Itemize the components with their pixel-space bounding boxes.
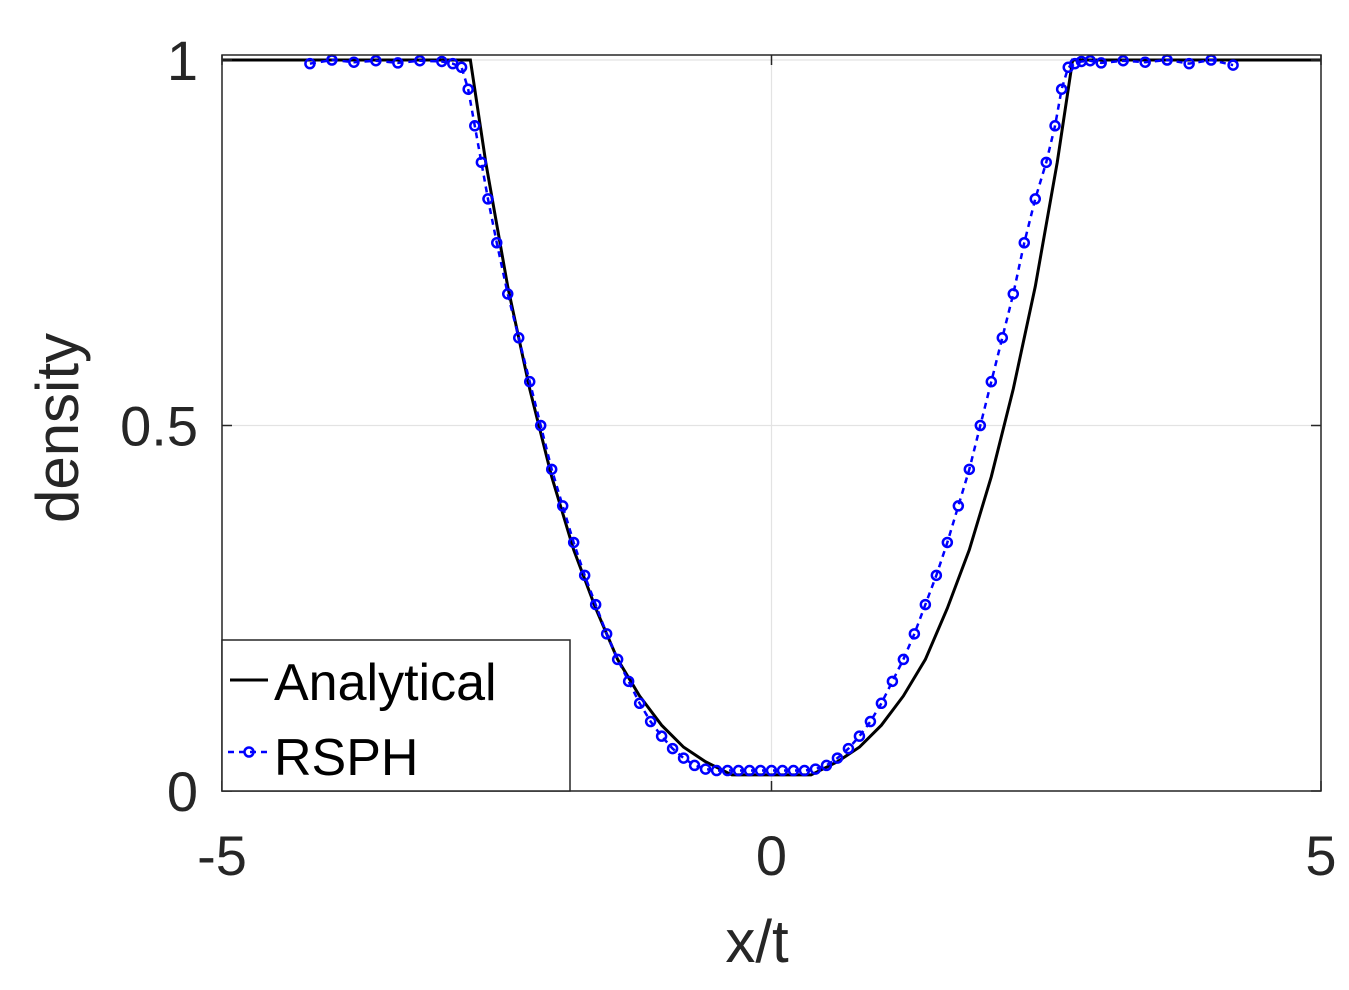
rsph-marker [501, 288, 514, 300]
legend-rsph-marker [243, 746, 255, 758]
rsph-marker [963, 463, 976, 476]
rsph-marker [875, 697, 888, 710]
rsph-marker [644, 715, 657, 728]
legend: Analytical RSPH [221, 639, 571, 792]
legend-analytical-label: Analytical [274, 654, 497, 712]
rsph-marker [908, 628, 921, 640]
rsph-marker [1117, 54, 1129, 67]
rsph-marker [1069, 57, 1081, 70]
rsph-marker [655, 730, 668, 742]
rsph-marker [1049, 120, 1061, 132]
rsph-marker [765, 764, 778, 777]
rsph-marker [512, 332, 525, 344]
rsph-marker [633, 697, 646, 710]
rsph-marker [534, 419, 547, 432]
rsph-line [309, 58, 1234, 772]
rsph-marker [897, 653, 910, 666]
rsph-marker [820, 759, 833, 772]
rsph-marker [952, 500, 965, 512]
rsph-marker [710, 764, 723, 777]
rsph-marker [864, 715, 877, 728]
rsph-marker [455, 61, 468, 74]
rsph-marker [304, 57, 316, 70]
rsph-marker [482, 193, 494, 205]
rsph-marker [974, 419, 987, 432]
legend-rsph-label: RSPH [274, 729, 418, 787]
rsph-marker [732, 764, 745, 777]
rsph-marker [721, 764, 734, 777]
rsph-marker [567, 536, 580, 549]
rsph-marker [523, 375, 536, 388]
rsph-marker [754, 764, 767, 777]
rsph-marker [556, 500, 569, 512]
rsph-marker [996, 332, 1009, 344]
rsph-marker [414, 54, 426, 67]
x-tick-label: -5 [197, 824, 247, 887]
rsph-marker [1095, 57, 1107, 69]
rsph-marker [462, 83, 474, 95]
rsph-marker [688, 759, 701, 772]
y-tick-label: 0 [167, 760, 198, 823]
rsph-marker [436, 55, 448, 68]
rsph-marker [578, 569, 591, 582]
rsph-marker [842, 742, 855, 755]
rsph-marker [677, 752, 690, 764]
rsph-marker [1029, 193, 1042, 205]
rsph-marker [985, 375, 998, 388]
rsph-marker [930, 569, 943, 582]
rsph-marker [809, 763, 822, 775]
rsph-marker [1139, 56, 1151, 68]
rsph-marker [1084, 54, 1096, 67]
y-tick-label: 1 [167, 29, 198, 92]
rsph-marker [699, 763, 712, 775]
rsph-marker [491, 237, 503, 249]
rsph-marker [348, 56, 360, 68]
rsph-marker [666, 742, 679, 755]
rsph-marker [469, 120, 481, 132]
legend-box [221, 639, 571, 792]
rsph-marker [370, 54, 382, 67]
rsph-marker [831, 752, 844, 764]
x-tick-label: 5 [1305, 824, 1336, 887]
x-axis-label: x/t [725, 908, 789, 975]
y-tick-label: 0.5 [120, 395, 198, 458]
rsph-marker [611, 653, 624, 666]
y-axis-label: density [24, 333, 91, 523]
rsph-marker [392, 57, 404, 69]
rsph-marker [886, 675, 899, 688]
rsph-marker [589, 598, 602, 611]
rsph-marker [798, 764, 811, 777]
rsph-marker [853, 730, 866, 742]
rsph-marker [622, 675, 635, 688]
rsph-marker [1018, 237, 1031, 249]
rsph-marker [941, 536, 954, 549]
x-tick-label: 0 [756, 824, 787, 887]
rsph-marker [776, 764, 789, 777]
rsph-marker [600, 628, 613, 640]
rsph-marker [475, 156, 488, 169]
rsph-marker [1040, 156, 1052, 169]
rsph-marker [1055, 83, 1068, 95]
ticks: -5 0 500.51 [120, 29, 1336, 887]
rsph-marker [787, 764, 800, 777]
rsph-marker [1007, 288, 1020, 300]
rsph-marker [1227, 59, 1239, 71]
rsph-marker [919, 598, 932, 611]
rsph-marker [1183, 57, 1195, 70]
rsph-marker [545, 463, 558, 476]
rsph-marker [743, 764, 756, 777]
